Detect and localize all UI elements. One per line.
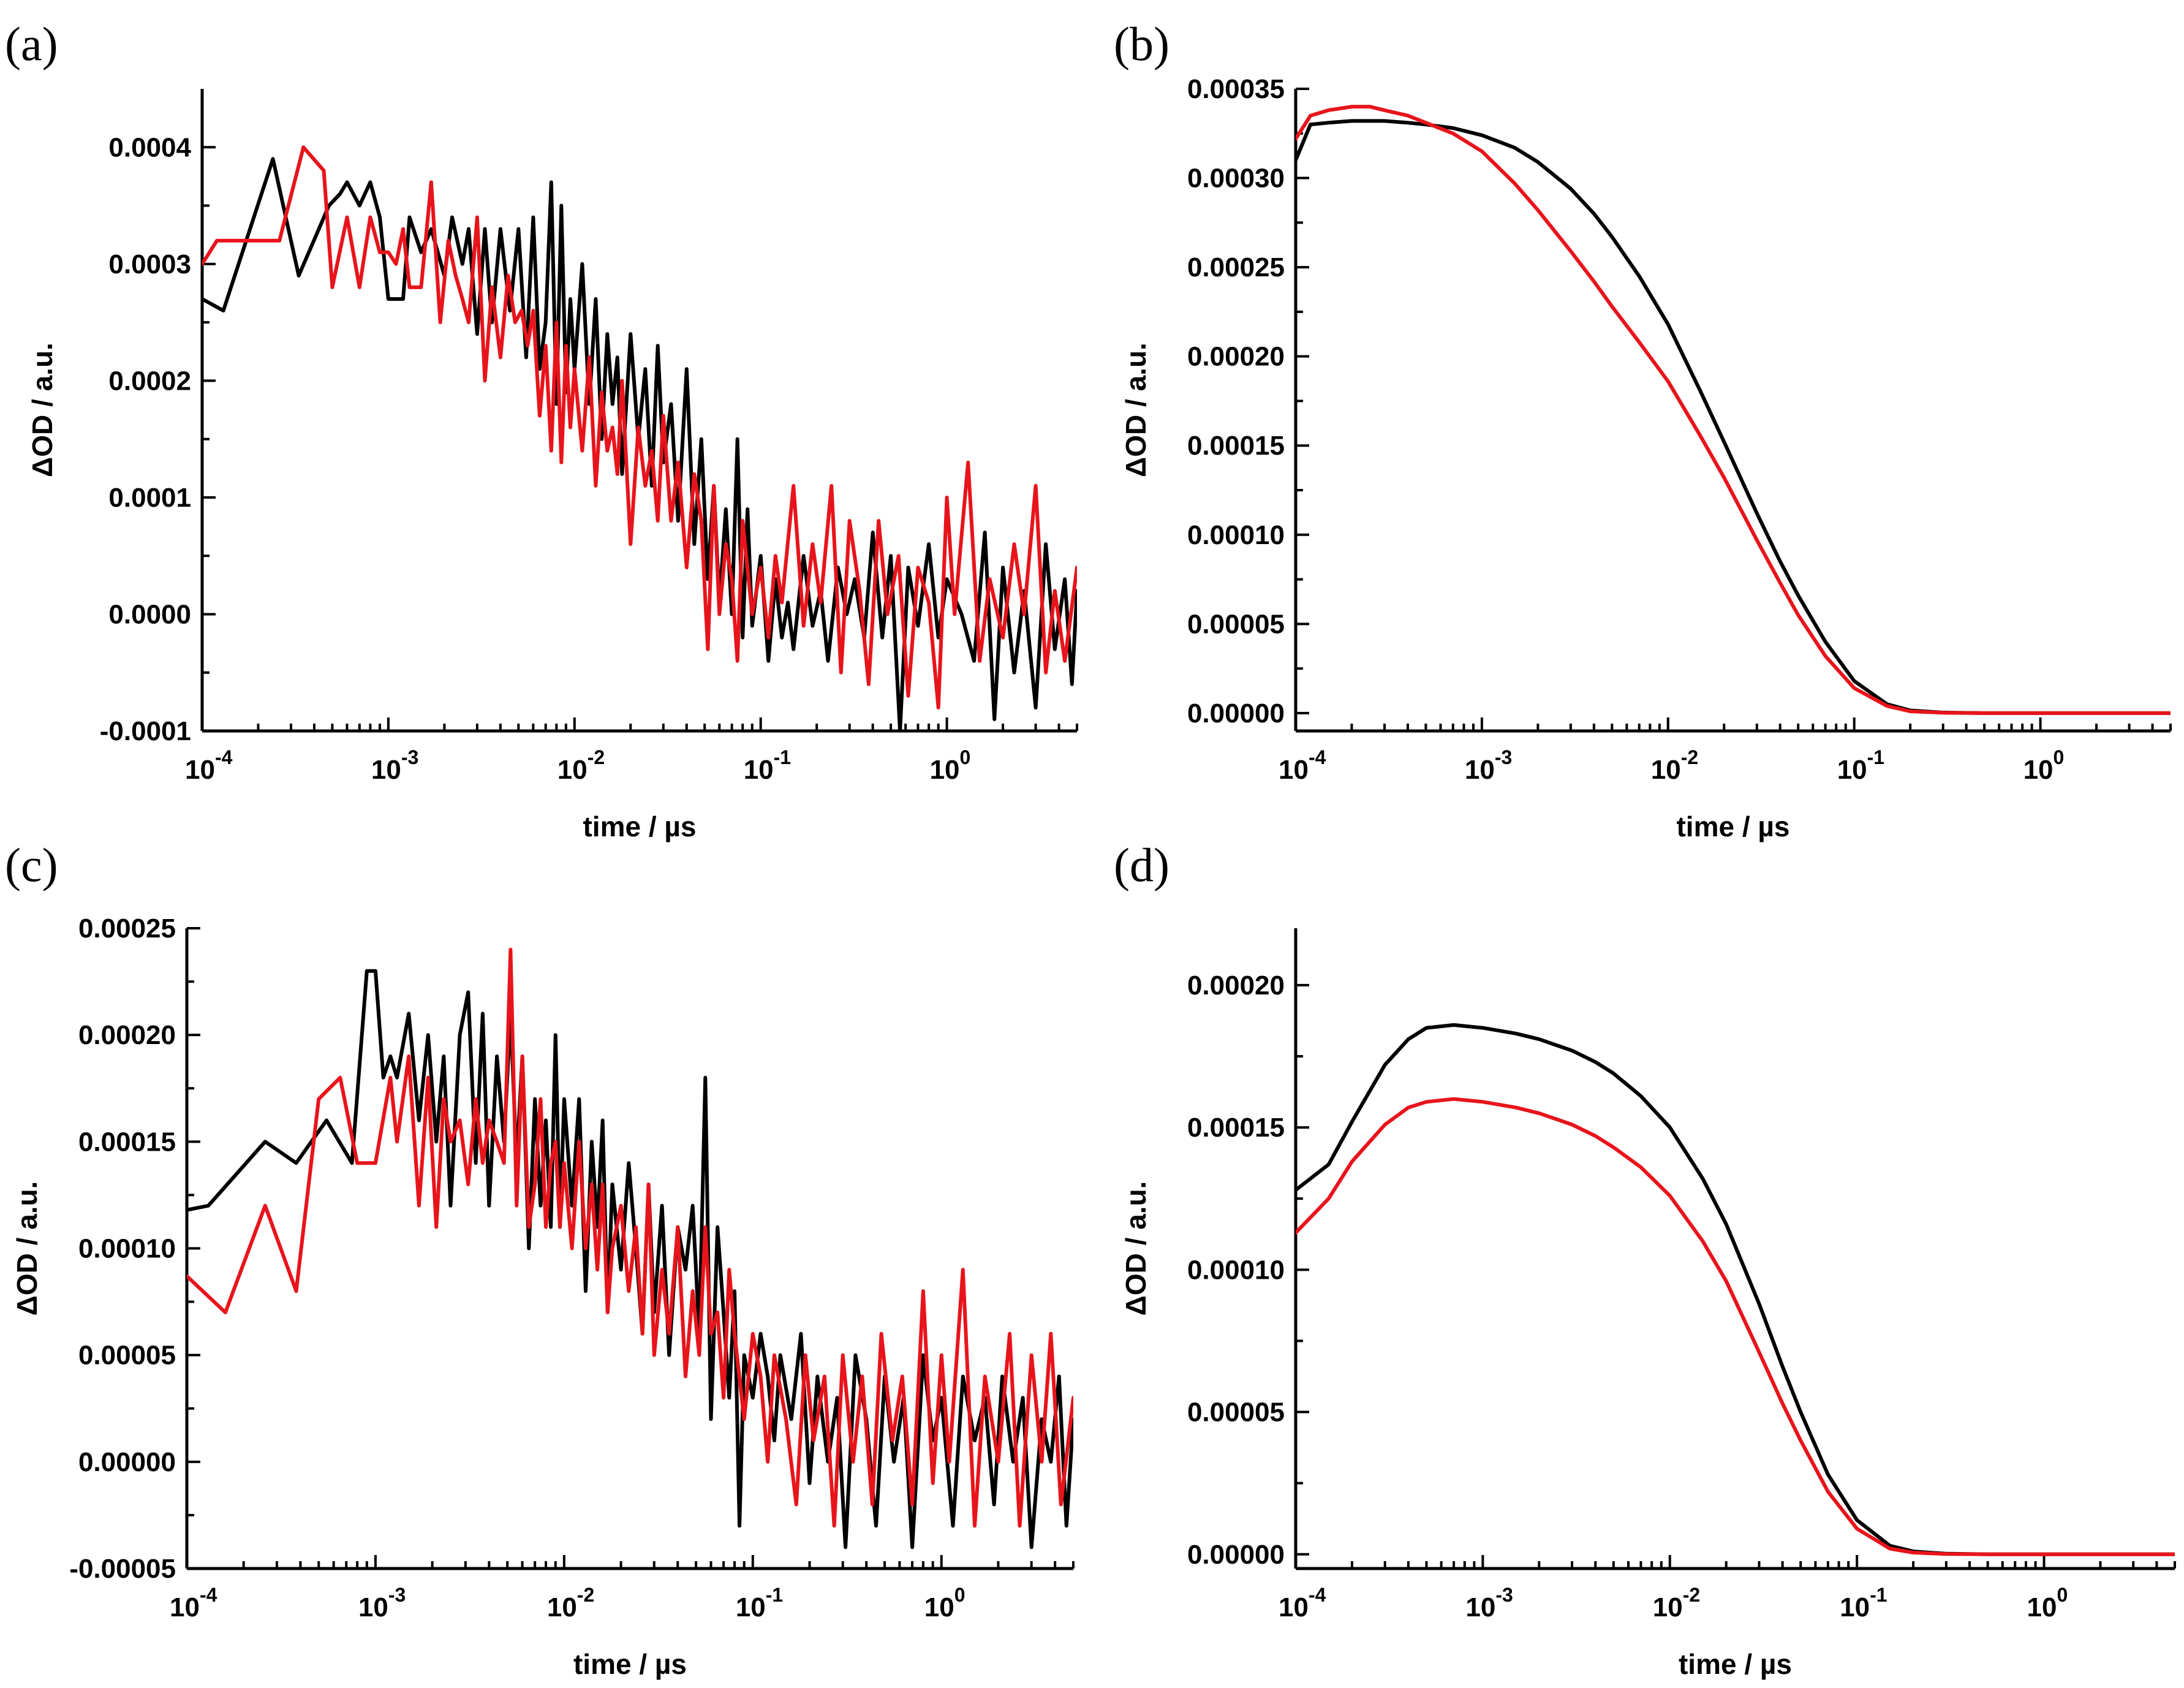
chart-panel-b: (b) 10-4 10-3 10-2 10-1 100 0.00000 0.00005 0.00…: [1114, 17, 2172, 842]
chart-panel-a: (a) 10-4 10-3 10-2 10-1 100 -0.0001 0.0000 0.000…: [5, 17, 1078, 842]
panel-label: (a): [5, 17, 58, 70]
y-tick-label: 0.00010: [1187, 520, 1285, 550]
y-tick-label: 0.00020: [1187, 971, 1285, 1001]
panel-label: (c): [5, 838, 58, 891]
x-tick-label: 10-4: [1279, 1584, 1326, 1622]
y-tick-label: 0.00000: [1187, 698, 1285, 729]
y-tick-label: 0.00005: [1187, 609, 1285, 639]
x-tick-label: 10-4: [170, 1584, 217, 1622]
y-tick-label: 0.0002: [108, 366, 191, 396]
x-tick-label: 10-4: [1279, 746, 1326, 785]
series-line-black: [1296, 1023, 2175, 1556]
x-tick-label: 100: [924, 1584, 965, 1622]
y-tick-label: 0.0003: [108, 249, 191, 279]
y-tick-label: 0.0004: [108, 132, 191, 162]
x-tick-label: 10-2: [1651, 746, 1698, 785]
x-tick-label: 100: [2027, 1584, 2068, 1622]
series-line-red: [1296, 1097, 2175, 1556]
x-axis-title: time / µs: [1676, 811, 1789, 842]
y-tick-label: -0.00005: [69, 1554, 176, 1584]
x-tick-label: 10-1: [1840, 1584, 1887, 1622]
y-axis-title: ΔOD / a.u.: [1120, 1181, 1152, 1316]
y-tick-label: 0.00015: [1187, 431, 1285, 461]
panel-label: (b): [1114, 17, 1169, 70]
x-tick-label: 10-2: [557, 746, 605, 785]
series-line-red: [187, 947, 1073, 1528]
y-tick-label: -0.0001: [100, 716, 191, 746]
x-tick-label: 10-3: [1465, 746, 1512, 785]
x-axis-title: time / µs: [573, 1648, 687, 1680]
y-axis-title: ΔOD / a.u.: [1120, 343, 1152, 477]
x-tick-label: 10-3: [1465, 1584, 1513, 1622]
series-line-red: [202, 145, 1077, 710]
y-tick-label: 0.0001: [108, 483, 191, 513]
x-tick-label: 10-4: [185, 746, 233, 785]
y-tick-label: 0.00010: [1187, 1255, 1285, 1285]
y-axis-title: ΔOD / a.u.: [26, 343, 58, 477]
x-tick-label: 10-1: [744, 746, 791, 785]
x-axis-title: time / µs: [1679, 1648, 1792, 1680]
y-tick-label: 0.00025: [1187, 252, 1285, 282]
series-line-red: [1296, 105, 2171, 715]
y-tick-label: 0.00010: [78, 1234, 176, 1264]
y-tick-label: 0.0000: [108, 599, 191, 629]
x-tick-label: 100: [930, 746, 971, 785]
panel-label: (d): [1114, 838, 1169, 891]
y-tick-label: 0.00005: [1187, 1398, 1285, 1428]
y-tick-label: 0.00000: [1187, 1540, 1285, 1570]
x-tick-label: 10-1: [736, 1584, 783, 1622]
x-tick-label: 10-3: [371, 746, 418, 785]
y-tick-label: 0.00030: [1187, 164, 1285, 194]
chart-panel-d: (d) 10-4 10-3 10-2 10-1 100 0.00000 0.00005 0.00…: [1114, 838, 2176, 1680]
y-tick-label: 0.00000: [78, 1447, 176, 1477]
y-axis-title: ΔOD / a.u.: [11, 1181, 43, 1316]
chart-panel-c: (c) 10-4 10-3 10-2 10-1 100 -0.00005 0.00000 0.0…: [5, 838, 1075, 1680]
y-tick-label: 0.00020: [1187, 342, 1285, 372]
y-tick-label: 0.00025: [78, 914, 176, 944]
series-line-black: [1296, 119, 2171, 715]
x-axis-title: time / µs: [583, 811, 696, 842]
x-tick-label: 10-2: [1653, 1584, 1700, 1622]
series-line-black: [187, 969, 1073, 1550]
x-tick-label: 10-1: [1837, 746, 1884, 785]
y-tick-label: 0.00035: [1187, 74, 1285, 104]
x-tick-label: 10-3: [358, 1584, 406, 1622]
x-tick-label: 100: [2023, 746, 2065, 785]
y-tick-label: 0.00020: [78, 1020, 176, 1050]
x-tick-label: 10-2: [547, 1584, 594, 1622]
y-tick-label: 0.00015: [78, 1127, 176, 1157]
y-tick-label: 0.00015: [1187, 1113, 1285, 1143]
y-tick-label: 0.00005: [78, 1341, 176, 1371]
